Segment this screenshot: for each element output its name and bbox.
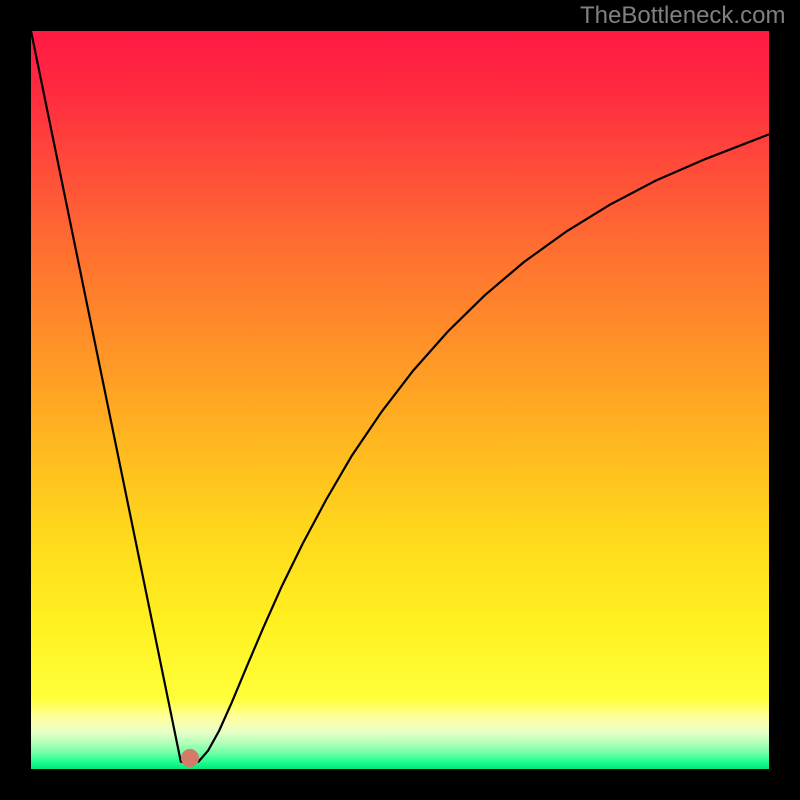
plot-area bbox=[31, 31, 769, 769]
bottleneck-curve bbox=[31, 31, 769, 769]
plot-frame bbox=[31, 31, 769, 769]
watermark-text: TheBottleneck.com bbox=[580, 2, 785, 30]
optimal-point-marker bbox=[181, 749, 199, 767]
